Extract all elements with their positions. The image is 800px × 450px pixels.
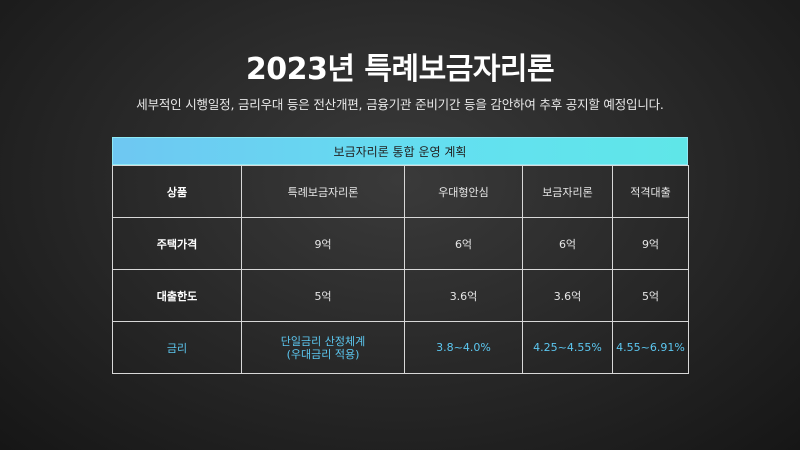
page-title: 2023년 특례보금자리론 (245, 52, 555, 87)
plan-table: 보금자리론 통합 운영 계획 상품 특례보금자리론 우대형안심 보금자리론 적격… (112, 137, 689, 374)
table-cell: 5억 (612, 269, 689, 322)
table-cell: 3.6억 (522, 269, 613, 322)
table-header-row: 상품 특례보금자리론 우대형안심 보금자리론 적격대출 (112, 165, 689, 218)
table-cell: 3.6억 (404, 269, 523, 322)
rate-system-line2: (우대금리 적용) (286, 347, 360, 361)
table-cell-rate-system: 단일금리 산정체계 (우대금리 적용) (241, 321, 405, 374)
page-subtitle: 세부적인 시행일정, 금리우대 등은 전산개편, 금융기관 준비기간 등을 감안… (136, 97, 664, 112)
rate-system-line1: 단일금리 산정체계 (280, 334, 366, 348)
table-cell: 4.55~6.91% (612, 321, 689, 374)
row-label-house-price: 주택가격 (112, 217, 242, 270)
table-cell: 5억 (241, 269, 405, 322)
row-label-interest-rate: 금리 (112, 321, 242, 374)
table-cell: 3.8~4.0% (404, 321, 523, 374)
column-header-qualified-loan: 적격대출 (612, 165, 689, 218)
table-row-interest-rate: 금리 단일금리 산정체계 (우대금리 적용) 3.8~4.0% 4.25~4.5… (112, 321, 689, 374)
column-header-product: 상품 (112, 165, 242, 218)
column-header-special-bogeumjari: 특례보금자리론 (241, 165, 405, 218)
table-cell: 4.25~4.55% (522, 321, 613, 374)
table-cell: 6억 (404, 217, 523, 270)
table-row-house-price: 주택가격 9억 6억 6억 9억 (112, 217, 689, 270)
column-header-bogeumjari: 보금자리론 (522, 165, 613, 218)
comparison-table: 상품 특례보금자리론 우대형안심 보금자리론 적격대출 주택가격 9억 6억 6… (112, 165, 689, 374)
table-cell: 9억 (612, 217, 689, 270)
column-header-preferred-safe: 우대형안심 (404, 165, 523, 218)
table-caption: 보금자리론 통합 운영 계획 (112, 137, 688, 165)
table-cell: 6억 (522, 217, 613, 270)
row-label-loan-limit: 대출한도 (112, 269, 242, 322)
table-row-loan-limit: 대출한도 5억 3.6억 3.6억 5억 (112, 269, 689, 322)
table-cell: 9억 (241, 217, 405, 270)
